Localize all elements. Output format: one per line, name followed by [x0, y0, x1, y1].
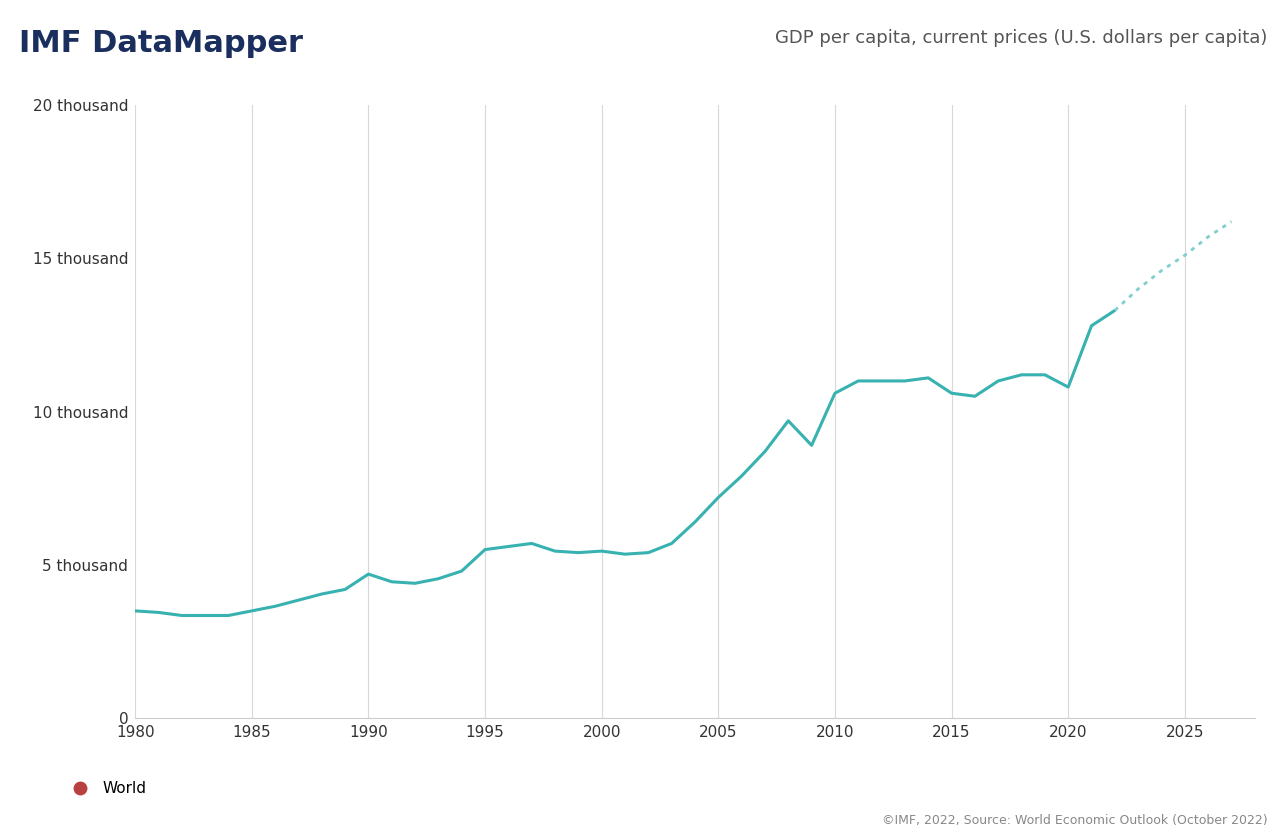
Text: GDP per capita, current prices (U.S. dollars per capita): GDP per capita, current prices (U.S. dol… — [775, 29, 1268, 47]
Text: IMF DataMapper: IMF DataMapper — [19, 29, 304, 59]
Text: ©IMF, 2022, Source: World Economic Outlook (October 2022): ©IMF, 2022, Source: World Economic Outlo… — [882, 815, 1268, 827]
Legend: World: World — [64, 781, 147, 796]
